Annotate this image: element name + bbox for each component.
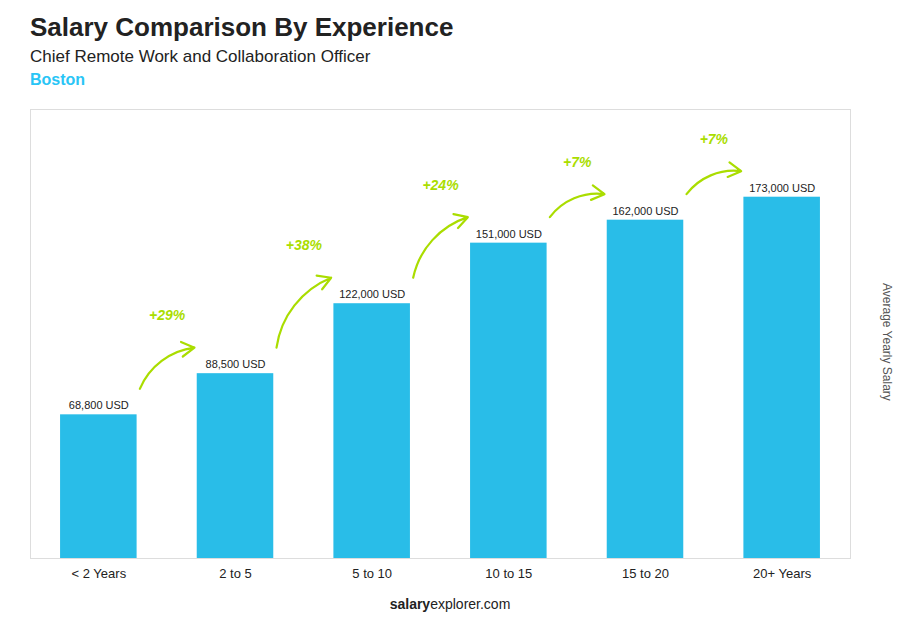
svg-text:+7%: +7% — [563, 154, 592, 170]
svg-text:122,000 USD: 122,000 USD — [339, 288, 405, 300]
svg-text:20+ Years: 20+ Years — [753, 566, 812, 581]
svg-text:+24%: +24% — [422, 177, 459, 193]
html-text:Salary Comparison By Experienc: Salary Comparison By Experience — [30, 12, 454, 42]
svg-text:151,000 USD: 151,000 USD — [476, 228, 542, 240]
svg-text:173,000 USD: 173,000 USD — [749, 182, 815, 194]
svg-text:< 2 Years: < 2 Years — [72, 566, 127, 581]
svg-text:10 to 15: 10 to 15 — [485, 566, 532, 581]
html-text:salary explorer.com: salary explorer.com — [389, 596, 511, 612]
svg-text:68,800 USD: 68,800 USD — [69, 399, 129, 411]
svg-text:15 to 20: 15 to 20 — [622, 566, 669, 581]
svg-text:+29%: +29% — [149, 307, 186, 323]
svg-text:+7%: +7% — [700, 131, 729, 147]
html-text:Average Yearly Salary: Average Yearly Salary — [880, 282, 894, 401]
svg-text:2 to 5: 2 to 5 — [219, 566, 252, 581]
html-text:Boston: Boston — [30, 71, 86, 88]
svg-text:88,500 USD: 88,500 USD — [206, 358, 266, 370]
svg-text:162,000 USD: 162,000 USD — [612, 205, 678, 217]
html-text:Chief Remote Work and Collabor: Chief Remote Work and Collaboration Offi… — [30, 47, 371, 66]
svg-text:5 to 10: 5 to 10 — [352, 566, 392, 581]
svg-text:+38%: +38% — [286, 237, 323, 253]
